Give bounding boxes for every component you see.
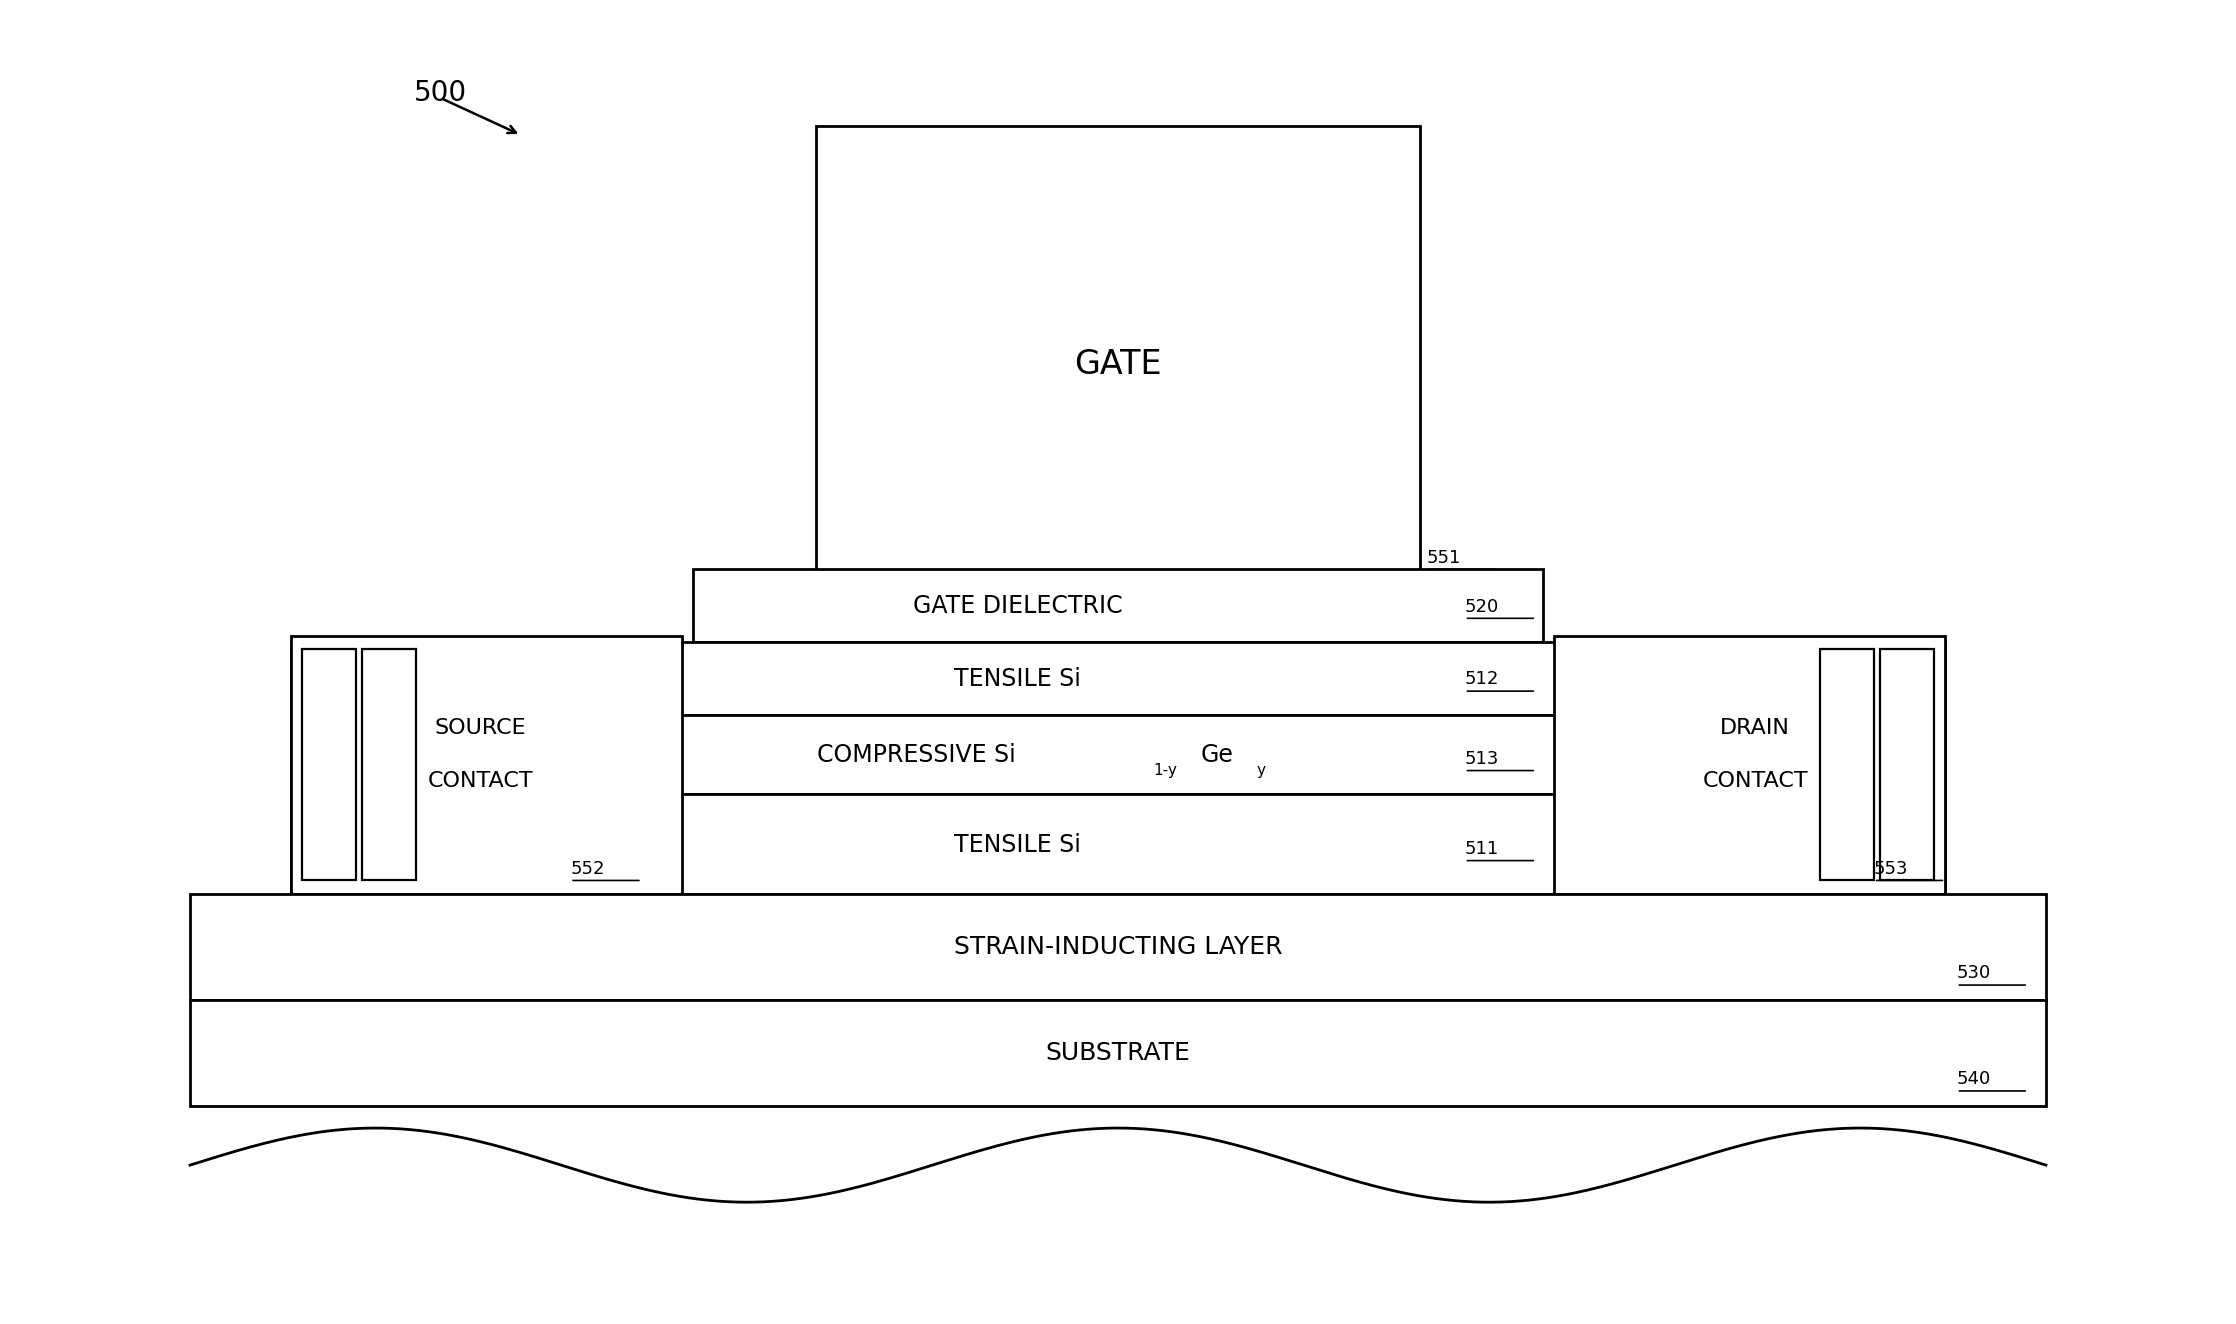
Text: 530: 530: [1956, 964, 1990, 982]
Bar: [190, 1000, 2046, 1106]
Bar: [291, 642, 1945, 715]
Text: 552: 552: [570, 859, 604, 878]
Text: 512: 512: [1465, 670, 1498, 688]
Bar: [362, 649, 416, 880]
Bar: [693, 569, 1543, 642]
Text: STRAIN-INDUCTING LAYER: STRAIN-INDUCTING LAYER: [955, 935, 1281, 959]
Text: CONTACT: CONTACT: [1702, 771, 1809, 792]
Text: TENSILE Si: TENSILE Si: [955, 667, 1080, 691]
Text: 511: 511: [1465, 839, 1498, 858]
Text: GATE: GATE: [1073, 348, 1163, 380]
Text: 1-y: 1-y: [1154, 763, 1178, 779]
Text: DRAIN: DRAIN: [1719, 718, 1791, 739]
Text: CONTACT: CONTACT: [427, 771, 534, 792]
Bar: [302, 649, 356, 880]
Text: GATE DIELECTRIC: GATE DIELECTRIC: [912, 594, 1122, 618]
Bar: [291, 636, 682, 894]
Bar: [1820, 649, 1874, 880]
Text: SUBSTRATE: SUBSTRATE: [1046, 1041, 1190, 1064]
Bar: [1554, 636, 1945, 894]
Bar: [291, 794, 1945, 894]
Text: COMPRESSIVE Si: COMPRESSIVE Si: [818, 743, 1015, 767]
Text: Ge: Ge: [1201, 743, 1234, 767]
Text: 520: 520: [1465, 597, 1498, 616]
Text: 500: 500: [414, 78, 467, 107]
Bar: [1880, 649, 1934, 880]
Bar: [816, 126, 1420, 576]
Text: TENSILE Si: TENSILE Si: [955, 833, 1080, 857]
Text: 551: 551: [1427, 548, 1460, 567]
Text: 540: 540: [1956, 1070, 1990, 1088]
Text: SOURCE: SOURCE: [436, 718, 525, 739]
Bar: [190, 894, 2046, 1000]
Bar: [291, 715, 1945, 794]
Text: 513: 513: [1465, 749, 1498, 768]
Text: y: y: [1257, 763, 1266, 779]
Text: 553: 553: [1874, 859, 1907, 878]
